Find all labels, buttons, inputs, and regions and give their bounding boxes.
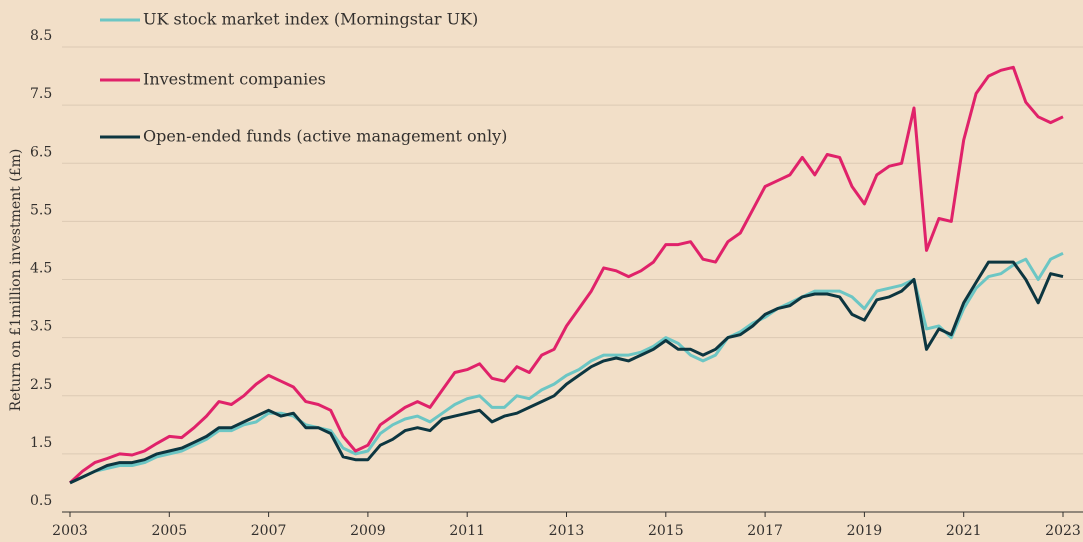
legend-label: UK stock market index (Morningstar UK) xyxy=(143,10,478,29)
x-tick-label: 2011 xyxy=(449,523,485,539)
x-tick-label: 2021 xyxy=(946,523,982,539)
x-tick-label: 2017 xyxy=(747,523,783,539)
y-tick-label: 6.5 xyxy=(30,144,52,160)
x-tick-label: 2023 xyxy=(1045,523,1081,539)
x-tick-label: 2003 xyxy=(52,523,88,539)
y-tick-label: 3.5 xyxy=(30,319,52,335)
series-line xyxy=(69,251,1064,485)
y-tick-label: 7.5 xyxy=(30,86,52,102)
x-tick-label: 2007 xyxy=(251,523,287,539)
legend-label: Investment companies xyxy=(143,70,326,89)
y-tick-label: 5.5 xyxy=(30,202,52,218)
y-tick-label: 8.5 xyxy=(30,28,52,44)
x-tick-label: 2015 xyxy=(648,523,684,539)
y-tick-label: 1.5 xyxy=(30,435,52,451)
x-tick-label: 2009 xyxy=(350,523,386,539)
series-line xyxy=(68,65,1064,484)
x-tick-label: 2019 xyxy=(847,523,883,539)
series-line xyxy=(69,260,1064,485)
y-tick-label: 2.5 xyxy=(30,377,52,393)
x-tick-label: 2005 xyxy=(151,523,187,539)
y-tick-label: 4.5 xyxy=(30,261,52,277)
legend-label: Open-ended funds (active management only… xyxy=(143,127,507,146)
x-tick-label: 2013 xyxy=(549,523,585,539)
y-axis-label: Return on £1million investment (£m) xyxy=(8,149,24,412)
y-tick-label: 0.5 xyxy=(30,493,52,509)
